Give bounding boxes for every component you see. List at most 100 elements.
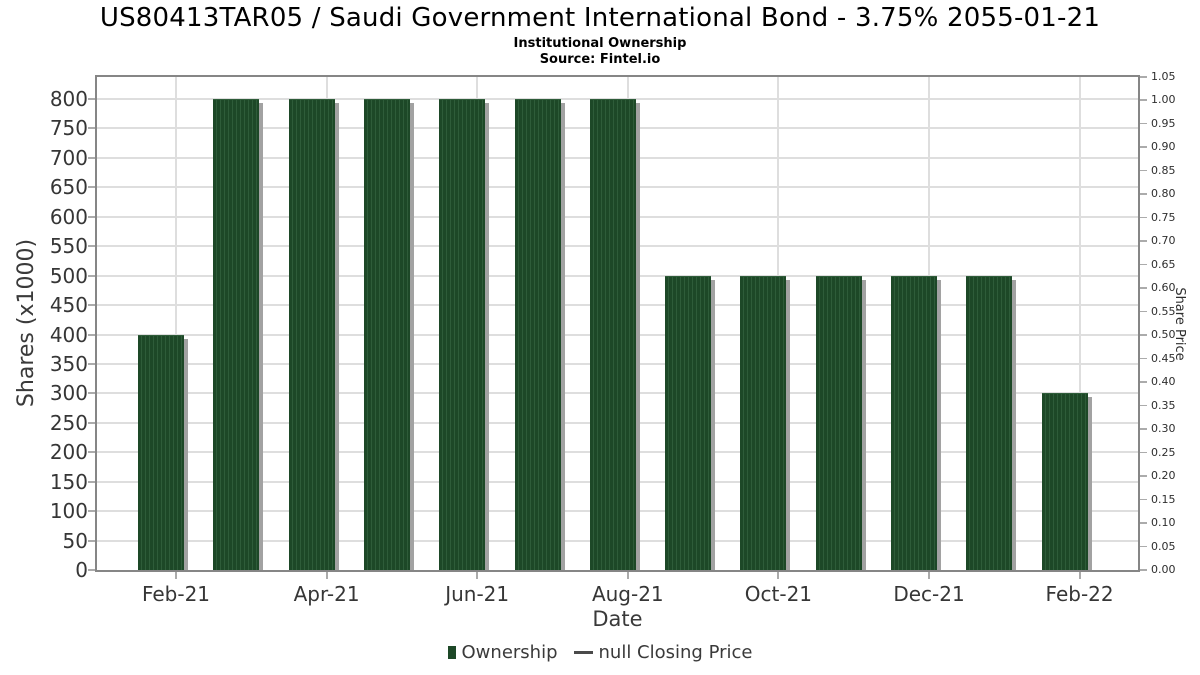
y-axis-tick-mark [88, 156, 95, 159]
right-axis-tick-mark [1140, 263, 1147, 266]
right-axis-tick-mark [1140, 99, 1147, 101]
y-axis-tick-label: 450 [49, 293, 88, 318]
right-axis-tick-mark [1140, 287, 1147, 289]
ownership-bar[interactable] [138, 334, 184, 570]
y-axis-tick-mark [88, 98, 95, 100]
x-axis-tick-mark [1078, 572, 1081, 579]
legend-price-label[interactable]: null Closing Price [598, 642, 753, 663]
y-axis-tick-label: 650 [49, 175, 88, 200]
ownership-bar[interactable] [213, 99, 260, 570]
right-axis-tick-mark [1140, 475, 1147, 477]
gridline-vertical [1078, 77, 1081, 570]
y-axis-tick-label: 300 [49, 381, 88, 406]
y-axis-tick-mark [88, 127, 95, 130]
plot-area [95, 75, 1140, 572]
ownership-bar[interactable] [514, 99, 561, 570]
closing-price-line-marker-icon [573, 651, 593, 654]
right-axis-tick-label: 0.10 [1151, 516, 1176, 530]
legend-ownership-label[interactable]: Ownership [461, 642, 558, 663]
y-axis-tick-mark [88, 362, 95, 365]
x-axis-tick-mark [777, 572, 780, 579]
y-axis-tick-mark [88, 215, 95, 218]
ownership-bar[interactable] [891, 275, 937, 570]
right-axis-tick-label: 0.30 [1151, 422, 1176, 436]
right-axis-tick-label: 0.80 [1151, 187, 1176, 201]
x-axis-tick-label: Feb-21 [141, 582, 211, 606]
y-axis-tick-mark [88, 274, 95, 277]
right-axis-tick-label: 0.55 [1151, 304, 1176, 318]
ownership-bar[interactable] [363, 99, 410, 570]
x-axis-tick-label: Dec-21 [893, 582, 965, 606]
y-axis-tick-label: 0 [75, 558, 88, 582]
right-axis-tick-mark [1140, 498, 1147, 501]
y-axis-tick-mark [88, 304, 95, 307]
right-axis-tick-mark [1140, 428, 1147, 430]
ownership-bar[interactable] [439, 99, 486, 570]
y-axis-tick-label: 100 [49, 499, 88, 524]
chart-source: Source: Fintel.io [539, 52, 661, 67]
x-axis-tick-mark [476, 572, 479, 579]
chart-subtitle: Institutional Ownership [513, 36, 687, 51]
x-axis-tick-mark [325, 572, 328, 579]
right-axis-tick-mark [1140, 310, 1147, 313]
right-axis-tick-label: 0.00 [1151, 563, 1176, 576]
y-axis-title-right: Share Price [1172, 287, 1187, 361]
ownership-bar[interactable] [815, 275, 862, 570]
right-axis-tick-label: 0.85 [1151, 163, 1176, 177]
y-axis-tick-mark [88, 451, 95, 454]
gridline-vertical [175, 77, 177, 570]
y-axis-tick-label: 200 [49, 440, 88, 465]
right-axis-tick-label: 0.45 [1151, 351, 1176, 365]
y-axis-tick-label: 50 [62, 528, 88, 553]
x-axis-tick-mark [928, 572, 930, 579]
right-axis-tick-mark [1140, 381, 1147, 383]
y-axis-tick-mark [88, 510, 95, 513]
right-axis-tick-mark [1140, 522, 1147, 524]
right-axis-tick-mark [1140, 122, 1147, 125]
ownership-bar[interactable] [966, 275, 1013, 570]
x-axis-tick-mark [175, 572, 177, 579]
y-axis-tick-label: 500 [49, 263, 88, 288]
y-axis-tick-label: 600 [49, 204, 88, 229]
right-axis-tick-mark [1140, 545, 1147, 548]
x-axis-tick-label: Feb-22 [1045, 582, 1114, 606]
y-axis-tick-mark [88, 480, 95, 483]
right-axis-tick-label: 0.75 [1151, 210, 1176, 224]
x-axis-tick-label: Aug-21 [591, 582, 664, 606]
right-axis-tick-label: 0.20 [1151, 469, 1176, 483]
right-axis-tick-mark [1140, 357, 1147, 360]
y-axis-tick-label: 250 [49, 410, 88, 435]
right-axis-tick-label: 0.70 [1151, 234, 1176, 248]
y-axis-tick-label: 150 [49, 469, 88, 494]
y-axis-tick-label: 750 [49, 116, 88, 141]
right-axis-tick-label: 1.05 [1151, 70, 1176, 83]
y-axis-tick-label: 400 [49, 322, 88, 347]
chart-title: US80413TAR05 / Saudi Government Internat… [99, 3, 1101, 33]
right-axis-tick-mark [1140, 146, 1147, 148]
x-axis-tick-label: Apr-21 [293, 582, 360, 606]
ownership-bar[interactable] [589, 99, 636, 570]
right-axis-tick-mark [1140, 193, 1147, 195]
ownership-marker-icon [447, 646, 456, 659]
ownership-bar[interactable] [740, 275, 787, 570]
legend: Ownership null Closing Price [0, 642, 1200, 663]
ownership-bar[interactable] [665, 275, 712, 570]
ownership-bar[interactable] [1041, 393, 1088, 570]
right-axis-tick-label: 0.95 [1151, 116, 1176, 130]
right-axis-tick-label: 0.15 [1151, 492, 1176, 506]
right-axis-tick-label: 0.50 [1151, 328, 1176, 342]
y-axis-tick-mark [88, 392, 95, 395]
y-axis-tick-mark [88, 569, 95, 571]
right-axis-tick-mark [1140, 404, 1147, 407]
y-axis-tick-label: 350 [49, 351, 88, 376]
y-axis-tick-label: 700 [49, 145, 88, 170]
x-axis-title: Date [592, 607, 643, 631]
right-axis-tick-mark [1140, 76, 1147, 78]
right-axis-tick-mark [1140, 334, 1147, 336]
right-axis-tick-label: 0.65 [1151, 257, 1176, 271]
ownership-bar[interactable] [288, 99, 335, 570]
right-axis-tick-label: 0.60 [1151, 281, 1176, 295]
x-axis-tick-label: Jun-21 [445, 582, 510, 606]
right-axis-tick-mark [1140, 169, 1147, 172]
